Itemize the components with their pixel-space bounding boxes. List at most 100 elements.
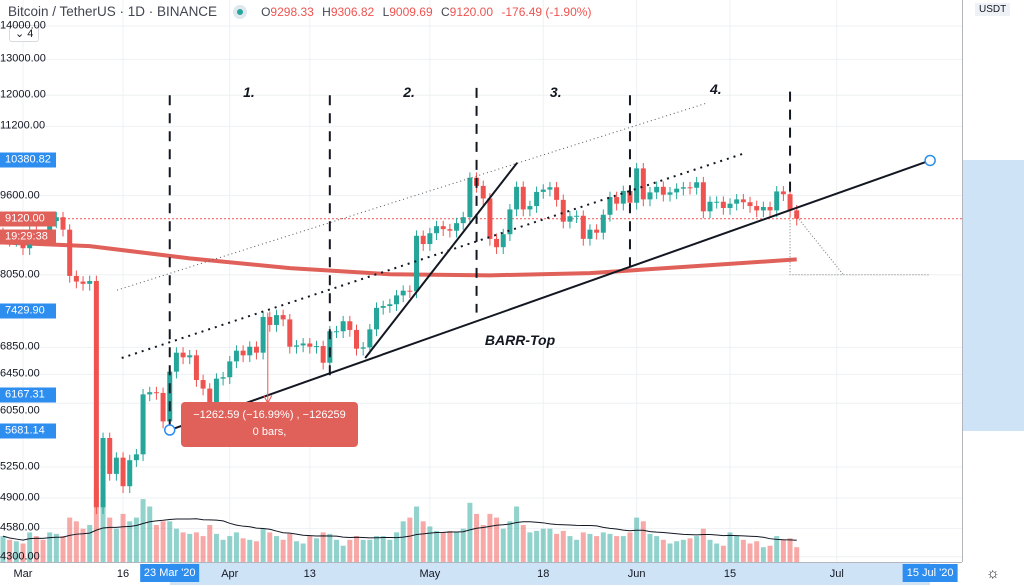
volume-bar (113, 528, 119, 562)
candle-body (754, 206, 760, 211)
candle-body (73, 275, 79, 282)
candle-body (554, 187, 560, 200)
time-tick-label: 16 (116, 568, 130, 580)
candle (667, 187, 673, 202)
indicators-toggle-button[interactable]: ⌄ 4 (9, 25, 40, 42)
candle (487, 193, 493, 246)
volume-bar (447, 530, 453, 562)
price-tick-label: 6050.00 (0, 404, 40, 417)
price-tag: 9120.00 (0, 211, 56, 227)
candle-body (714, 201, 720, 203)
volume-bar (554, 533, 560, 562)
candle (87, 275, 93, 291)
candle (734, 194, 740, 211)
volume-bar (614, 536, 620, 562)
symbol-title[interactable]: Bitcoin / TetherUS · 1D · BINANCE (8, 4, 218, 19)
volume-bar (547, 528, 553, 562)
candle-body (520, 186, 526, 210)
volume-bar (140, 499, 146, 562)
candle (387, 298, 393, 313)
candle (554, 181, 560, 207)
volume-bar (654, 536, 660, 562)
candle-body (734, 199, 740, 204)
time-axis[interactable] (0, 562, 962, 586)
measure-tooltip: −1262.59 (−16.99%) , −126259 0 bars, (181, 402, 358, 447)
change-readout: -176.49 (-1.90%) (501, 4, 592, 19)
volume-bar (594, 536, 600, 562)
candle (394, 290, 400, 312)
price-chart[interactable] (0, 0, 962, 562)
candle (347, 315, 353, 337)
candle-body (534, 191, 540, 207)
candle (674, 183, 680, 200)
volume-bar (133, 517, 139, 562)
candle (440, 220, 446, 236)
high-label: H (322, 4, 331, 19)
candle (193, 349, 199, 387)
candle (180, 347, 186, 365)
candle (273, 309, 279, 332)
candle (594, 224, 600, 240)
candle (367, 324, 373, 355)
volume-bar (580, 532, 586, 562)
candle (253, 341, 259, 360)
time-range-highlight (169, 563, 931, 585)
volume-bar (80, 528, 86, 562)
candle-body (380, 306, 386, 308)
volume-bar (687, 538, 693, 562)
candle (527, 200, 533, 217)
volume-bar (354, 536, 359, 562)
candle-body (487, 198, 493, 239)
candle-body (213, 378, 219, 417)
candle-body (620, 190, 626, 204)
candle (754, 200, 760, 218)
volume-bar (647, 533, 653, 562)
candle-body (307, 343, 313, 347)
candle-body (93, 280, 99, 508)
price-tick-label: 5250.00 (0, 460, 40, 473)
candle (447, 223, 453, 238)
candle-body (574, 215, 580, 217)
candle-body (514, 186, 520, 210)
volume-bar (260, 528, 266, 562)
candle-body (147, 392, 153, 395)
candle-body (313, 346, 319, 348)
candle-body (280, 315, 286, 320)
candle (200, 374, 206, 396)
candle-body (354, 329, 359, 349)
candle-body (133, 454, 139, 461)
market-status-icon (233, 4, 248, 19)
low-label: L (382, 4, 390, 19)
candle-body (680, 187, 686, 189)
volume-bar (627, 532, 633, 562)
volume-bar (280, 539, 286, 562)
volume-bar (340, 545, 346, 562)
volume-bar (420, 521, 426, 562)
candle-body (407, 290, 413, 292)
settings-gear-icon[interactable]: ☼ (986, 565, 1000, 582)
price-tag: 6167.31 (0, 387, 56, 403)
volume-bar (480, 525, 486, 562)
candle-body (227, 361, 233, 378)
volume-bar (474, 513, 480, 562)
price-axis[interactable] (962, 0, 1024, 562)
volume-bar (754, 541, 760, 562)
volume-bar (107, 517, 113, 562)
volume-bar (20, 543, 26, 562)
candle (120, 452, 126, 494)
candle-body (600, 214, 606, 233)
candle-body (287, 319, 293, 347)
currency-unit[interactable]: USDT (975, 3, 1011, 16)
volume-bar (454, 532, 460, 562)
candle-body (507, 209, 513, 235)
candle (647, 187, 653, 207)
candle (580, 210, 586, 246)
volume-bar (674, 541, 680, 562)
volume-bar (527, 532, 533, 562)
open-label: O (261, 4, 271, 19)
candle-body (480, 185, 486, 199)
candle-body (760, 207, 766, 211)
candle (460, 211, 466, 230)
candle-body (253, 346, 259, 353)
candle-body (660, 186, 666, 195)
